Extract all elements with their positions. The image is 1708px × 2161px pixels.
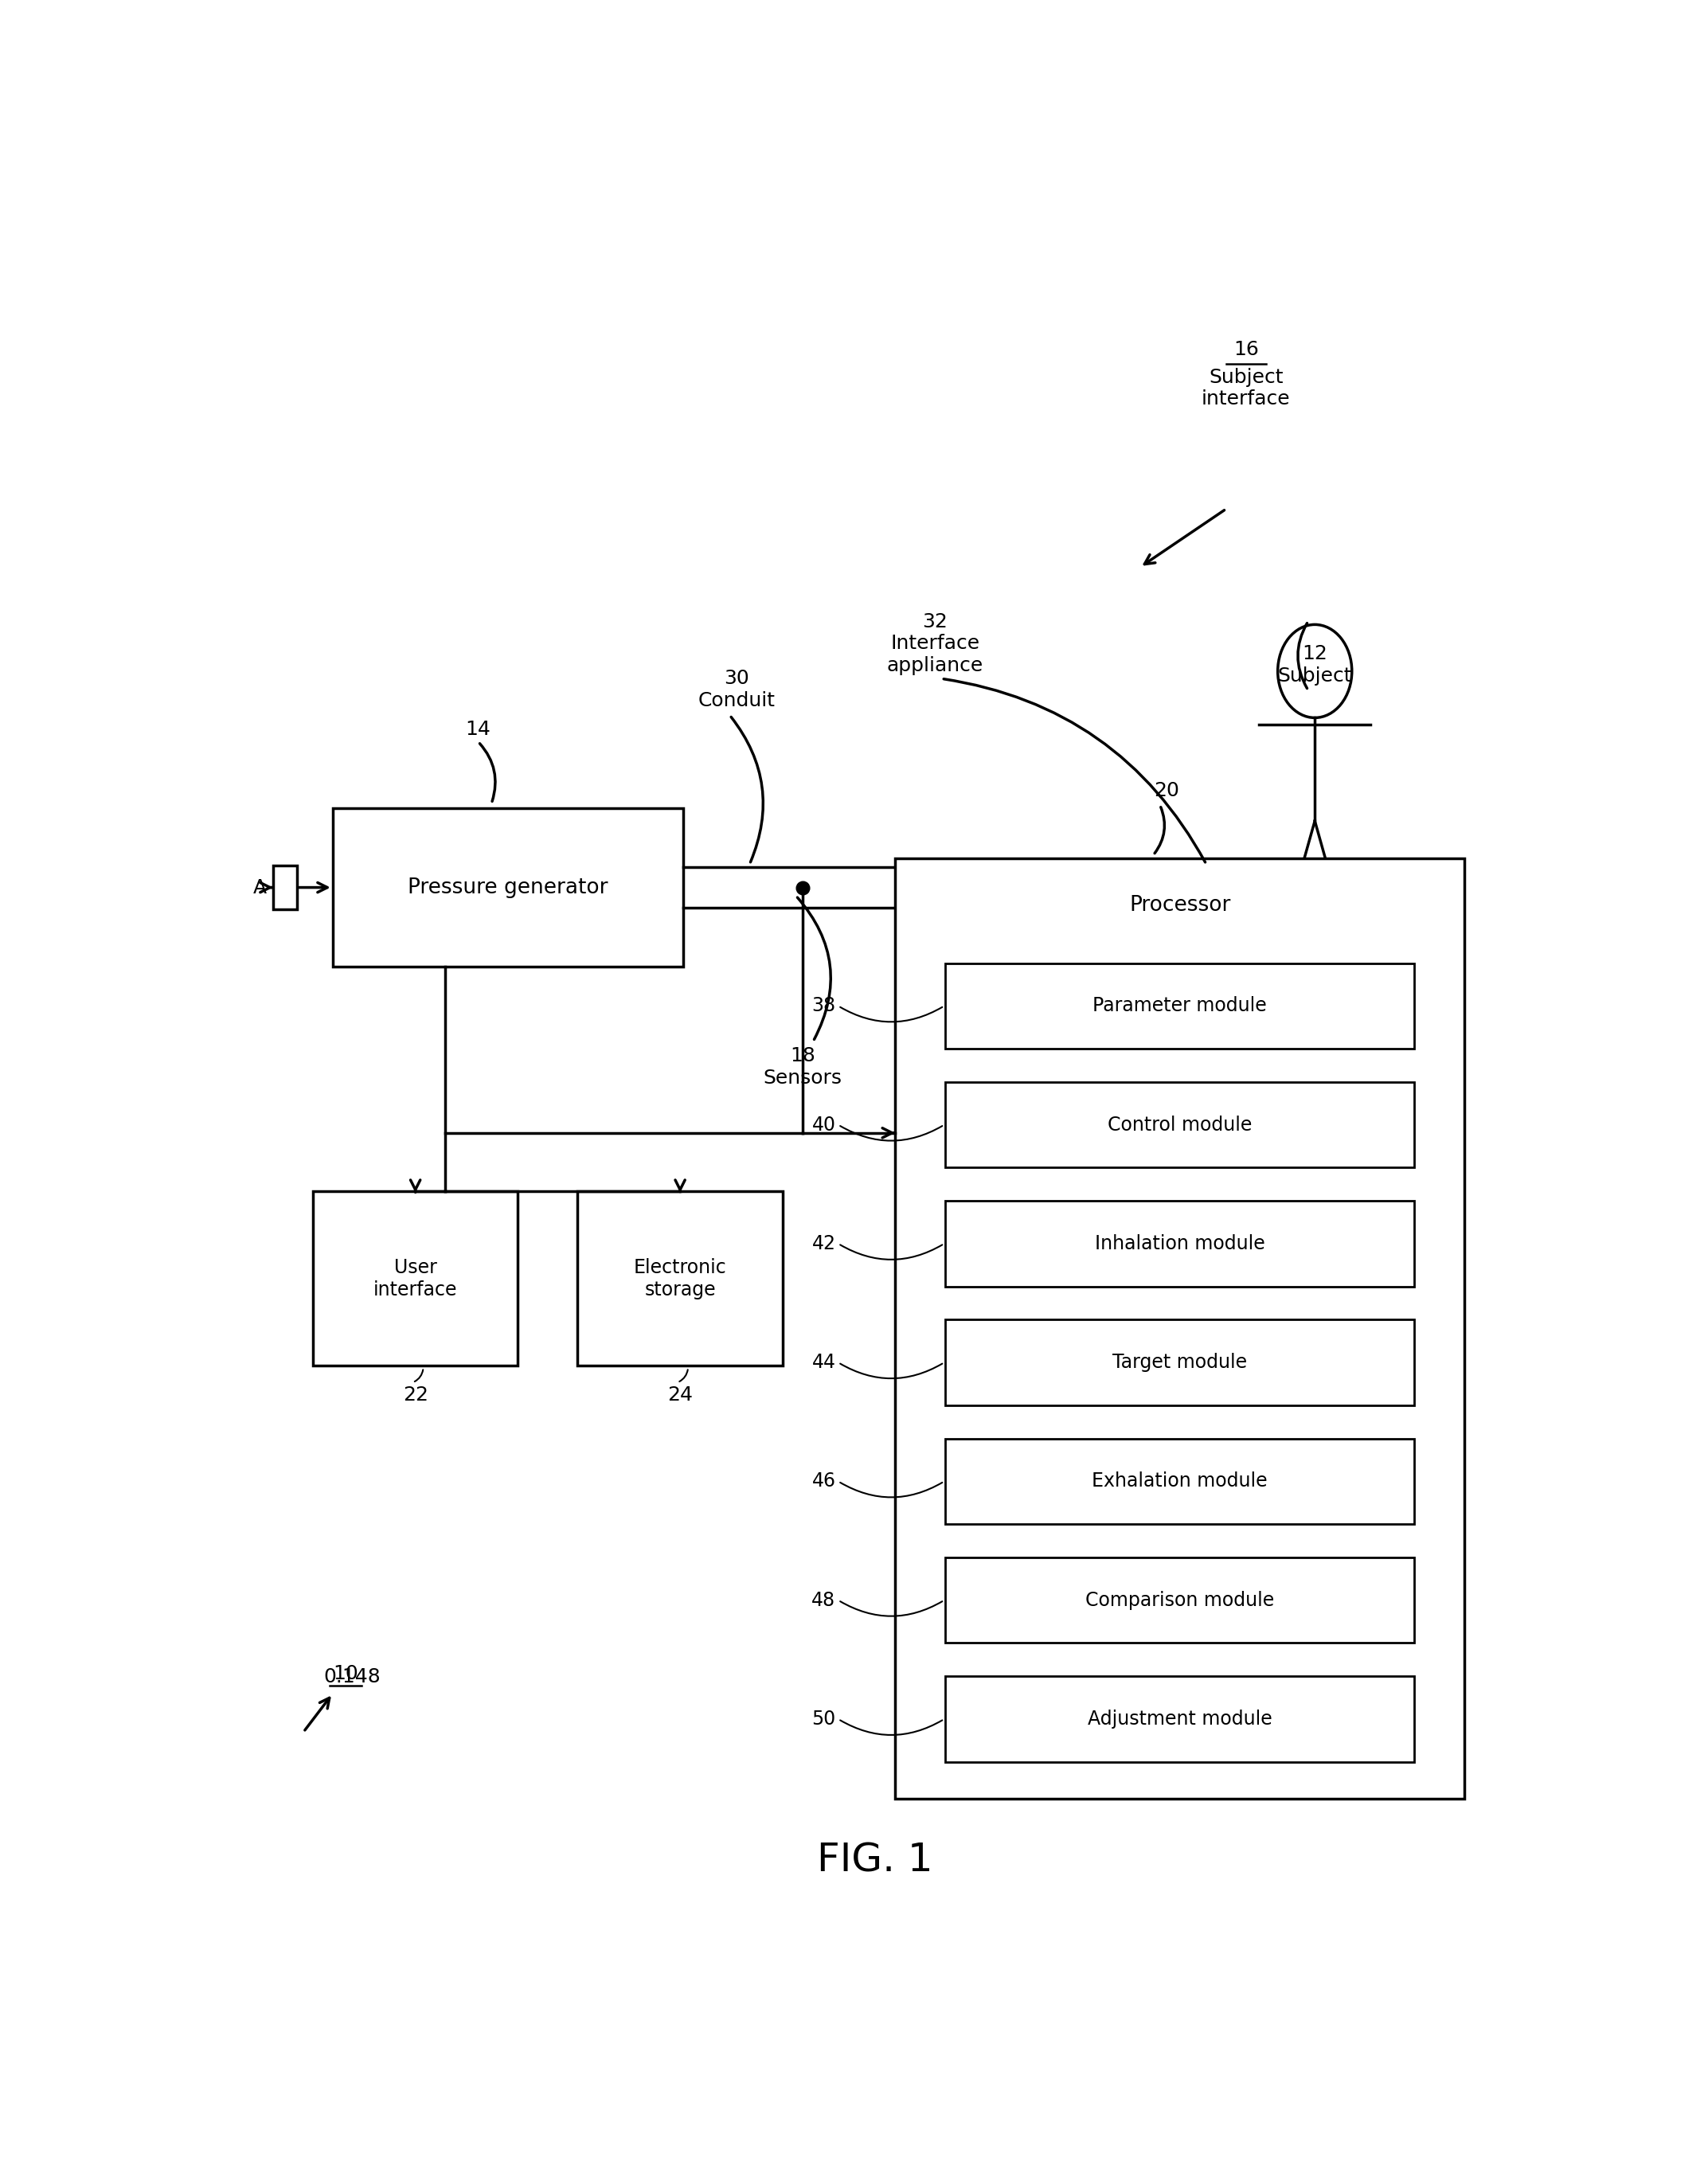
Text: User
interface: User interface	[374, 1258, 458, 1299]
Bar	[946, 1202, 1414, 1286]
Text: Exhalation module: Exhalation module	[1091, 1472, 1267, 1491]
Text: Subject
interface: Subject interface	[1201, 367, 1291, 408]
Text: Processor: Processor	[1129, 895, 1230, 916]
Text: 14: 14	[466, 720, 490, 739]
Text: Pressure generator: Pressure generator	[408, 877, 608, 897]
Text: 20: 20	[1155, 780, 1179, 800]
Text: Parameter module: Parameter module	[1093, 996, 1267, 1016]
Bar	[577, 1191, 782, 1366]
Polygon shape	[1199, 867, 1237, 908]
Text: 48: 48	[811, 1590, 835, 1610]
Text: A: A	[253, 877, 266, 897]
Text: Target module: Target module	[1112, 1353, 1247, 1372]
Bar	[895, 858, 1464, 1798]
Text: Control module: Control module	[1107, 1115, 1252, 1135]
Bar	[313, 1191, 518, 1366]
Text: 16: 16	[1233, 339, 1259, 359]
Bar	[946, 1439, 1414, 1524]
Bar	[946, 964, 1414, 1048]
Bar	[946, 1083, 1414, 1167]
Text: 0.148: 0.148	[325, 1668, 381, 1686]
Text: 40: 40	[811, 1115, 835, 1135]
Text: Comparison module: Comparison module	[1085, 1590, 1274, 1610]
Text: Inhalation module: Inhalation module	[1095, 1234, 1266, 1253]
Bar	[946, 1558, 1414, 1642]
Text: FIG. 1: FIG. 1	[818, 1841, 933, 1880]
Text: 12
Subject: 12 Subject	[1278, 644, 1353, 685]
Bar	[946, 1677, 1414, 1761]
Text: Adjustment module: Adjustment module	[1088, 1709, 1272, 1729]
Text: 50: 50	[811, 1709, 835, 1729]
Text: 44: 44	[811, 1353, 835, 1372]
Text: 22: 22	[403, 1385, 429, 1405]
Text: 30
Conduit: 30 Conduit	[699, 670, 775, 711]
Text: 10: 10	[333, 1664, 359, 1683]
Text: 46: 46	[811, 1472, 835, 1491]
Text: 38: 38	[811, 996, 835, 1016]
Text: 18
Sensors: 18 Sensors	[763, 1046, 842, 1087]
Text: 24: 24	[668, 1385, 693, 1405]
Text: 42: 42	[811, 1234, 835, 1253]
Bar	[273, 867, 297, 910]
Bar	[946, 1320, 1414, 1405]
Text: Electronic
storage: Electronic storage	[634, 1258, 726, 1299]
Bar	[333, 808, 683, 966]
Text: 32
Interface
appliance: 32 Interface appliance	[886, 612, 984, 674]
